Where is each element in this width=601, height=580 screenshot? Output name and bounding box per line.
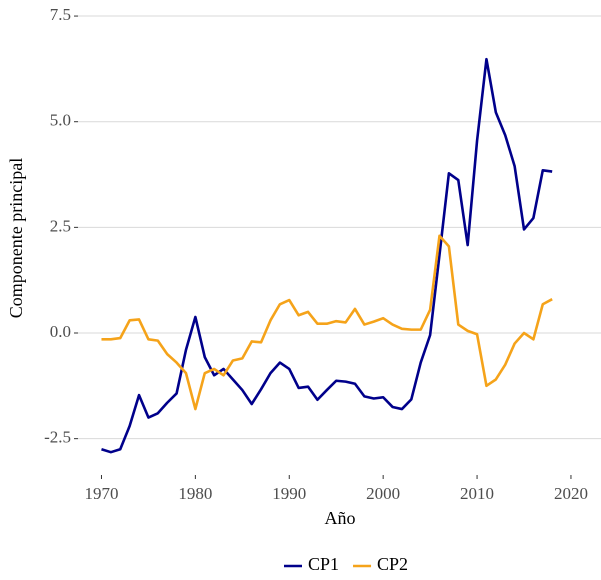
y-axis-title: Componente principal (6, 158, 26, 318)
data-line (101, 57, 553, 454)
x-tick-label: 1990 (272, 484, 306, 503)
x-tick-label: 1970 (84, 484, 118, 503)
x-tick-label: 1980 (178, 484, 212, 503)
x-tick-label: 2000 (366, 484, 400, 503)
x-axis-title: Año (325, 508, 356, 528)
y-tick-label: 5.0 (50, 111, 71, 130)
y-tick-label: -2.5 (44, 428, 71, 447)
x-tick-label: 2010 (460, 484, 494, 503)
y-tick-label: 0.0 (50, 322, 71, 341)
x-tick-label: 2020 (554, 484, 588, 503)
data-line (101, 234, 553, 411)
legend-text: CP2 (377, 554, 408, 574)
legend-text: CP1 (308, 554, 339, 574)
y-tick-label: 7.5 (50, 5, 71, 24)
y-tick-label: 2.5 (50, 216, 71, 235)
